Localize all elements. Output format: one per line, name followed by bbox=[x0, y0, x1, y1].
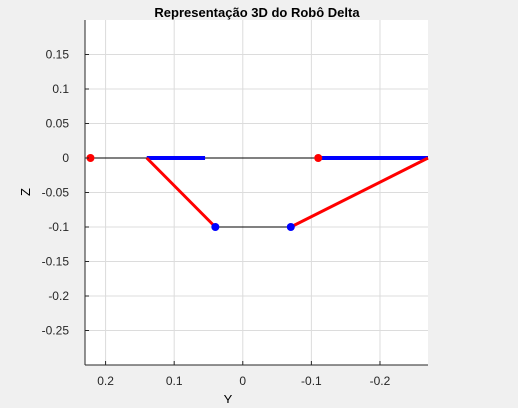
x-tick-label: -0.2 bbox=[370, 374, 391, 388]
y-tick-label: 0.15 bbox=[46, 48, 70, 62]
y-tick-label: -0.15 bbox=[42, 255, 70, 269]
line-link bbox=[290, 156, 429, 229]
y-tick-label: -0.05 bbox=[42, 186, 70, 200]
y-axis-label: Z bbox=[18, 188, 33, 196]
joint-marker bbox=[314, 154, 323, 162]
tick-labels: 0.2 0.1 0 -0.1 -0.2 0.15 0.1 0.05 0 -0.05 -0.1 -0.1… bbox=[42, 48, 391, 389]
x-axis-label: Y bbox=[224, 392, 233, 403]
y-tick-label: -0.1 bbox=[48, 220, 69, 234]
y-tick-label: 0.1 bbox=[52, 82, 69, 96]
chart-title: Representação 3D do Robô Delta bbox=[154, 5, 360, 20]
plot-marks bbox=[86, 154, 429, 231]
x-tick-label: 0 bbox=[239, 374, 246, 388]
joint-marker bbox=[286, 223, 295, 231]
line-link bbox=[145, 156, 217, 229]
y-tick-label: -0.2 bbox=[48, 289, 69, 303]
joint-marker bbox=[211, 223, 220, 231]
y-tick-label: 0 bbox=[62, 151, 69, 165]
x-tick-label: -0.1 bbox=[301, 374, 322, 388]
x-tick-label: 0.1 bbox=[166, 374, 183, 388]
x-tick-label: 0.2 bbox=[97, 374, 114, 388]
joint-marker bbox=[86, 154, 95, 162]
y-tick-label: 0.05 bbox=[46, 117, 70, 131]
y-tick-label: -0.25 bbox=[42, 324, 70, 338]
